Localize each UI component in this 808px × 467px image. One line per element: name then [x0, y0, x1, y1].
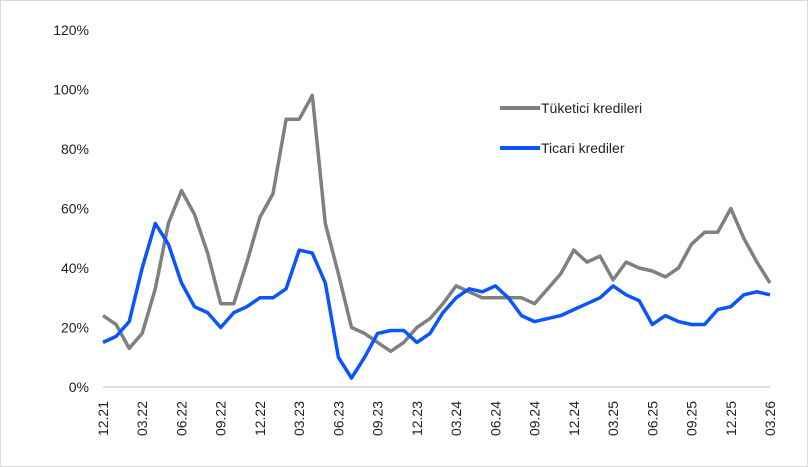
y-tick-label: 120%: [53, 22, 89, 38]
line-series: [102, 93, 772, 354]
x-tick-label: 09.23: [370, 401, 386, 436]
x-tick-label: 09.25: [684, 401, 700, 436]
x-tick-label: 09.24: [527, 401, 543, 436]
x-tick-label: 12.22: [252, 401, 268, 436]
y-tick-label: 100%: [53, 82, 89, 98]
x-tick-label: 03.25: [605, 401, 621, 436]
x-tick-label: 12.25: [723, 401, 739, 436]
x-tick-label: 12.24: [566, 401, 582, 436]
x-tick-label: 06.22: [173, 401, 189, 436]
line-series: [102, 221, 771, 380]
x-tick-label: 03.22: [134, 401, 150, 436]
x-tick-label: 09.22: [213, 401, 229, 436]
y-tick-label: 40%: [61, 260, 89, 276]
x-tick-label: 03.26: [762, 401, 778, 436]
y-tick-label: 20%: [61, 320, 89, 336]
x-tick-label: 06.25: [644, 401, 660, 436]
x-tick-label: 03.24: [448, 401, 464, 436]
y-tick-label: 60%: [61, 201, 89, 217]
x-tick-label: 12.21: [95, 401, 111, 436]
x-tick-label: 12.23: [409, 401, 425, 436]
legend-label: Ticari krediler: [541, 140, 625, 156]
legend-label: Tüketici kredileri: [541, 100, 642, 116]
x-tick-label: 06.24: [487, 401, 503, 436]
y-tick-label: 0%: [69, 379, 89, 395]
y-tick-label: 80%: [61, 141, 89, 157]
x-tick-label: 03.23: [291, 401, 307, 436]
x-tick-label: 06.23: [330, 401, 346, 436]
